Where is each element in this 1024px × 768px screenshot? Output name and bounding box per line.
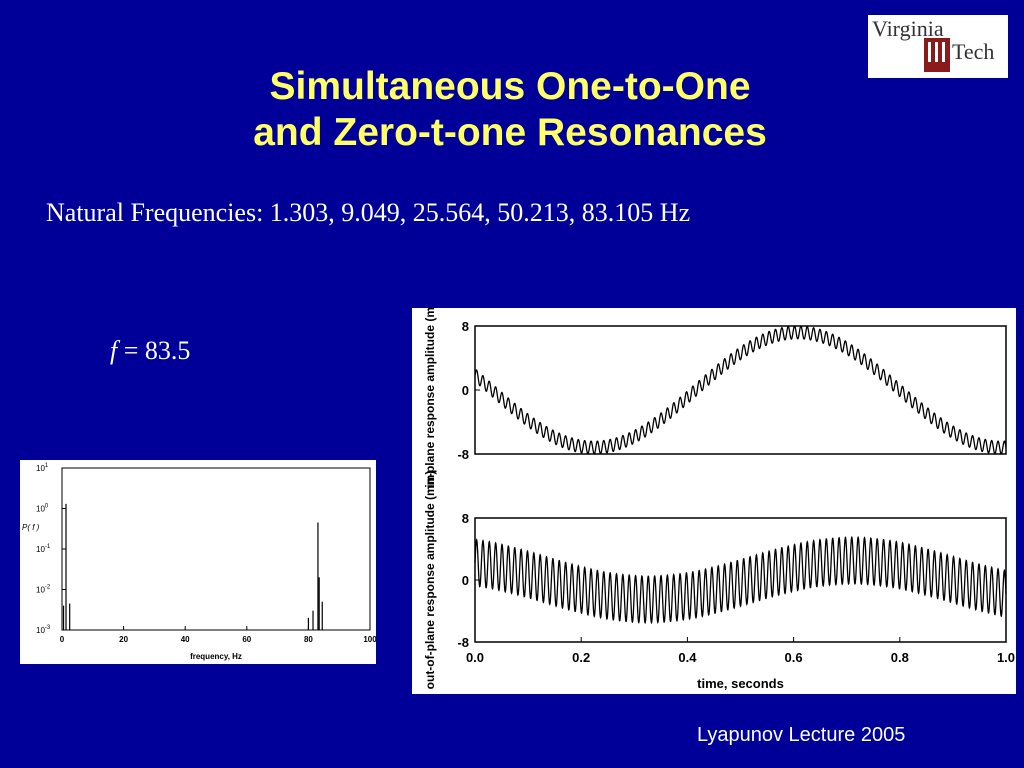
logo-mark-icon bbox=[924, 38, 950, 72]
forcing-value: = 83.5 bbox=[117, 336, 191, 365]
title-line-2: and Zero-t-one Resonances bbox=[253, 111, 767, 154]
spectrum-x-tick-label: 80 bbox=[304, 635, 313, 644]
title-line-1: Simultaneous One-to-One bbox=[269, 65, 751, 108]
slide-title: Simultaneous One-to-One and Zero-t-one R… bbox=[80, 64, 940, 156]
spectrum-x-axis-label: frequency, Hz bbox=[190, 652, 242, 661]
footer-text: Lyapunov Lecture 2005 bbox=[697, 724, 906, 746]
spectrum-y-tick-exponent: -1 bbox=[45, 544, 51, 550]
out-of-plane-y-tick-label: 0 bbox=[462, 573, 469, 588]
in-plane-y-axis-label: in-plane response amplitude (mm) bbox=[423, 308, 437, 488]
natural-frequencies: Natural Frequencies: 1.303, 9.049, 25.56… bbox=[46, 198, 691, 227]
in-plane-y-tick-label: 0 bbox=[462, 383, 469, 398]
spectrum-x-tick-label: 40 bbox=[181, 635, 190, 644]
out-of-plane-y-tick-label: -8 bbox=[457, 635, 469, 650]
spectrum-x-tick-label: 60 bbox=[242, 635, 251, 644]
spectrum-y-tick-label: 10-2 bbox=[36, 585, 51, 595]
spectrum-x-tick-label: 20 bbox=[119, 635, 128, 644]
out-of-plane-x-tick-label: 0.4 bbox=[678, 650, 697, 665]
spectrum-y-tick-exponent: -2 bbox=[45, 585, 51, 591]
in-plane-y-tick-label: 8 bbox=[462, 319, 469, 334]
out-of-plane-x-tick-label: 0.2 bbox=[572, 650, 590, 665]
out-of-plane-x-tick-label: 0.8 bbox=[891, 650, 909, 665]
out-of-plane-x-tick-label: 0.0 bbox=[466, 650, 484, 665]
spectrum-y-tick-label: 101 bbox=[36, 463, 49, 473]
out-of-plane-y-axis-label: out-of-plane response amplitude (mm) bbox=[423, 471, 437, 690]
virginia-tech-logo: Virginia 1 8 7 2 Tech bbox=[868, 15, 1008, 78]
spectrum-y-axis-label: P( f ) bbox=[22, 523, 40, 532]
spectrum-y-tick-label: 10-1 bbox=[36, 544, 51, 554]
spectrum-y-tick-label: 10-3 bbox=[36, 625, 51, 635]
in-plane-response-line bbox=[474, 325, 1007, 455]
spectrum-y-tick-label: 100 bbox=[36, 504, 49, 514]
forcing-frequency: f = 83.5 bbox=[110, 336, 190, 366]
spectrum-x-tick-label: 100 bbox=[363, 635, 376, 644]
out-of-plane-x-tick-label: 1.0 bbox=[997, 650, 1015, 665]
spectrum-y-tick-exponent: -3 bbox=[45, 625, 51, 631]
in-plane-y-tick-label: -8 bbox=[457, 447, 469, 462]
time-response-panel: 8 0 -8 in-plane response amplitude (mm) 8 0 -8… bbox=[412, 292, 1016, 694]
logo-word-tech: Tech bbox=[952, 39, 995, 64]
out-of-plane-x-tick-label: 0.6 bbox=[785, 650, 803, 665]
spectrum-plot-frame bbox=[61, 467, 371, 631]
out-of-plane-y-tick-label: 8 bbox=[462, 511, 469, 526]
out-of-plane-x-axis-label: time, seconds bbox=[697, 676, 784, 691]
spectrum-x-tick-label: 0 bbox=[60, 635, 65, 644]
spectrum-y-tick-exponent: 1 bbox=[45, 463, 49, 469]
logo-word-virginia: Virginia bbox=[872, 16, 944, 41]
time-response-charts: 8 0 -8 in-plane response amplitude (mm) 8 0 -8… bbox=[423, 292, 1015, 691]
spectrum-y-tick-exponent: 0 bbox=[45, 504, 49, 510]
forcing-variable: f bbox=[110, 336, 118, 365]
spectrum-chart-panel: 0 20 40 60 80 100 101 100 10-1 10-2 10-3 P( f ) freq… bbox=[20, 460, 377, 664]
logo-year: 1 8 7 2 bbox=[925, 67, 949, 73]
out-of-plane-response-line bbox=[474, 535, 1007, 625]
